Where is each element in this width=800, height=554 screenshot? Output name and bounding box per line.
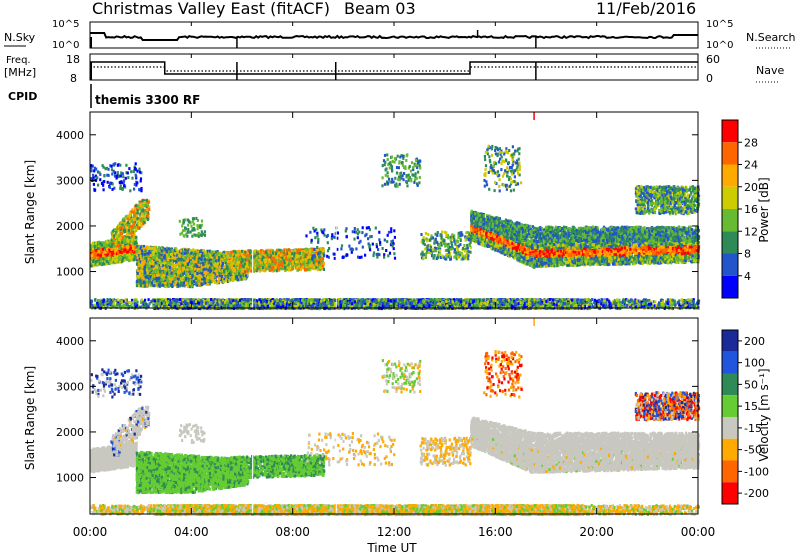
xtick-label-0: 00:00 [73,525,108,539]
radar-plot: Christmas Valley East (fitACF) Beam 03 1… [0,0,800,554]
velocity-ytick-label-0: 1000 [56,472,84,485]
noise-sky-trace [90,33,698,40]
power-colorbar-label-2: 12 [744,225,758,238]
power-ytick-label-3: 4000 [56,129,84,142]
freq-left-tick-top: 18 [66,53,80,66]
freq-right-tick-top: 60 [706,53,720,66]
velocity-colorbar-label-3: 15 [744,400,758,413]
power-colorbar-swatch-4 [722,209,738,231]
freq-left-label: Freq. [6,55,31,66]
velocity-colorbar-label-1: 100 [744,357,765,370]
power-colorbar-label-6: 28 [744,136,758,149]
power-colorbar-swatch-2 [722,165,738,187]
velocity-colorbar-swatch-0 [722,330,738,352]
power-colorbar-swatch-0 [722,120,738,142]
freq-trace [90,62,698,74]
velocity-ytick-label-2: 3000 [56,380,84,393]
velocity-colorbar-swatch-2 [722,374,738,396]
power-ytick-label-0: 1000 [56,266,84,279]
freq-right-tick-bottom: 0 [706,72,713,85]
cpid-label: CPID [8,90,37,103]
power-ylabel: Slant Range [km] [23,160,37,264]
freq-right-label: Nave [756,64,784,77]
noise-right-tick-top: 10^5 [706,19,733,30]
date-title: 11/Feb/2016 [596,0,696,18]
velocity-colorbar-label-7: -200 [744,487,769,500]
velocity-colorbar-swatch-7 [722,482,738,504]
velocity-colorbar-label-6: -100 [744,465,769,478]
power-data [90,112,700,310]
velocity-colorbar-swatch-6 [722,461,738,483]
nave-trace [90,67,698,71]
power-colorbar-label-1: 8 [744,248,751,261]
noise-left-tick-top: 10^5 [52,19,79,30]
power-colorbar-label: Power [dB] [757,177,771,242]
xtick-label-2: 08:00 [275,525,310,539]
noise-left-label: N.Sky [4,31,36,44]
xtick-label-1: 04:00 [174,525,209,539]
velocity-ytick-label-1: 2000 [56,426,84,439]
noise-right-label: N.Search [746,31,796,44]
power-colorbar-label-0: 4 [744,270,751,283]
station-title: Christmas Valley East (fitACF) [92,0,330,18]
velocity-colorbar-label-2: 50 [744,378,758,391]
power-colorbar-swatch-3 [722,187,738,209]
freq-left-unit: [MHz] [4,66,36,79]
power-colorbar-swatch-6 [722,254,738,276]
velocity-colorbar-swatch-1 [722,352,738,374]
velocity-ylabel: Slant Range [km] [23,366,37,470]
power-colorbar-label-4: 20 [744,181,758,194]
cpid-value: themis 3300 RF [95,93,200,107]
xtick-label-3: 12:00 [377,525,412,539]
power-ytick-label-1: 2000 [56,220,84,233]
velocity-colorbar-swatch-5 [722,439,738,461]
power-colorbar-swatch-1 [722,142,738,164]
xtick-label-4: 16:00 [478,525,513,539]
noise-right-tick-bottom: 10^0 [706,40,733,51]
noise-left-tick-bottom: 10^0 [52,40,79,51]
velocity-colorbar-label-0: 200 [744,335,765,348]
power-colorbar-swatch-7 [722,276,738,298]
velocity-colorbar-swatch-3 [722,395,738,417]
velocity-data [90,318,700,516]
power-colorbar-label-5: 24 [744,159,758,172]
power-colorbar: 4 8 12 16 20 24 28 [722,120,758,298]
velocity-colorbar-swatch-4 [722,417,738,439]
power-colorbar-swatch-5 [722,231,738,253]
velocity-colorbar-label: Velocity [m s⁻¹] [757,368,771,461]
freq-left-tick-bottom: 8 [70,72,77,85]
xtick-label-6: 00:00 [681,525,716,539]
power-colorbar-label-3: 16 [744,203,758,216]
beam-title: Beam 03 [344,0,416,18]
xtick-label-5: 20:00 [579,525,614,539]
power-ytick-label-2: 3000 [56,174,84,187]
time-axis-label: Time UT [366,541,417,554]
velocity-ytick-label-3: 4000 [56,335,84,348]
